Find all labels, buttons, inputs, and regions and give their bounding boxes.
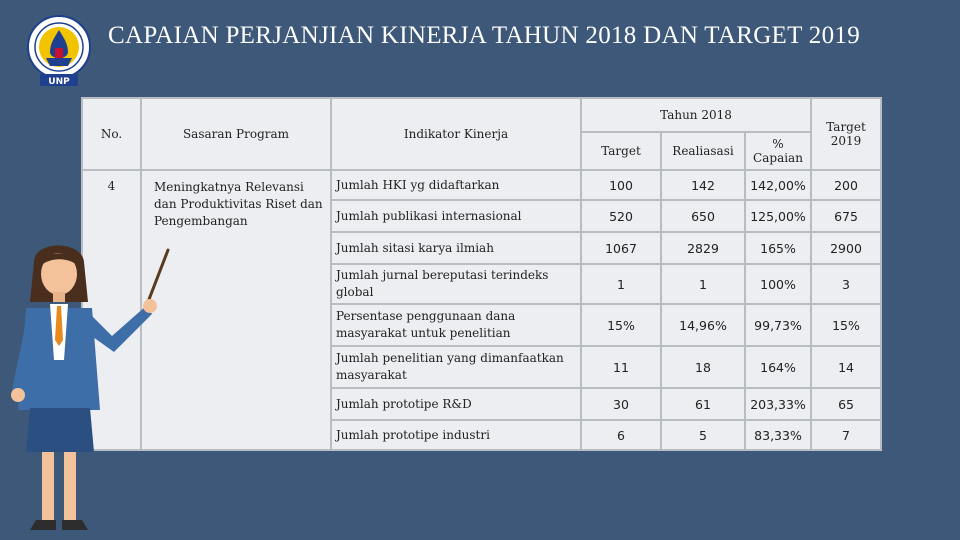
cell-capaian: 83,33% [743, 419, 813, 451]
cell-indikator: Jumlah prototipe R&D [330, 387, 582, 421]
cell-target-2019: 675 [810, 199, 883, 233]
cell-capaian: 203,33% [743, 387, 813, 421]
header-capaian: % Capaian [743, 131, 813, 171]
cell-indikator: Jumlah publikasi internasional [330, 199, 582, 233]
header-sasaran: Sasaran Program [140, 97, 332, 171]
header-indikator: Indikator Kinerja [330, 97, 582, 171]
cell-capaian: 99,73% [743, 303, 813, 347]
cell-target-2019: 14 [810, 345, 883, 389]
cell-target-2019: 65 [810, 387, 883, 421]
cell-target: 1 [580, 263, 662, 305]
cell-target: 6 [580, 419, 662, 451]
cell-indikator: Jumlah penelitian yang dimanfaatkan masy… [330, 345, 582, 389]
header-target-2019: Target 2019 [810, 97, 883, 171]
cell-capaian: 164% [743, 345, 813, 389]
cell-realisasi: 18 [660, 345, 746, 389]
header-realiasasi: Realiasasi [660, 131, 746, 171]
cell-target: 30 [580, 387, 662, 421]
header-no: No. [81, 97, 142, 171]
cell-indikator: Jumlah HKI yg didaftarkan [330, 169, 582, 201]
cell-sasaran: Meningkatnya Relevansi dan Produktivitas… [140, 169, 332, 451]
table-row: Jumlah publikasi internasional 520 650 125,… [82, 199, 883, 233]
cell-target: 1067 [580, 231, 662, 265]
header-target: Target [580, 131, 662, 171]
cell-target-2019: 7 [810, 419, 883, 451]
cell-target-2019: 200 [810, 169, 883, 201]
presenter-illustration [11, 245, 170, 530]
page-title: CAPAIAN PERJANJIAN KINERJA TAHUN 2018 DA… [108, 22, 860, 49]
cell-realisasi: 142 [660, 169, 746, 201]
table-row: Jumlah jurnal bereputasi terindeks globa… [82, 263, 883, 305]
cell-target-2019: 15% [810, 303, 883, 347]
table-row: Persentase penggunaan dana masyarakat un… [82, 303, 883, 347]
cell-target: 100 [580, 169, 662, 201]
table-row: Jumlah prototipe industri 6 5 83,33% 7 [82, 419, 883, 451]
cell-capaian: 125,00% [743, 199, 813, 233]
header-tahun-2018: Tahun 2018 [579, 97, 813, 133]
cell-target-2019: 3 [810, 263, 883, 305]
cell-indikator: Persentase penggunaan dana masyarakat un… [330, 303, 582, 347]
cell-realisasi: 61 [660, 387, 746, 421]
cell-capaian: 165% [743, 231, 813, 265]
cell-indikator: Jumlah prototipe industri [330, 419, 582, 451]
cell-target-2019: 2900 [810, 231, 883, 265]
cell-target: 11 [580, 345, 662, 389]
table-row: Jumlah sitasi karya ilmiah 1067 2829 165% 29… [82, 231, 883, 265]
cell-indikator: Jumlah sitasi karya ilmiah [330, 231, 582, 265]
table-row: Jumlah penelitian yang dimanfaatkan masy… [82, 345, 883, 389]
cell-target: 520 [580, 199, 662, 233]
logo-short-text: UNP [48, 77, 70, 87]
cell-capaian: 100% [743, 263, 813, 305]
cell-realisasi: 5 [660, 419, 746, 451]
table-row: 4 Meningkatnya Relevansi dan Produktivita… [81, 169, 883, 451]
cell-realisasi: 650 [660, 199, 746, 233]
cell-realisasi: 1 [660, 263, 746, 305]
table-row: Jumlah prototipe R&D 30 61 203,33% 65 [82, 387, 883, 421]
cell-capaian: 142,00% [743, 169, 813, 201]
performance-table: No. Sasaran Program Indikator Kinerja Ta… [81, 97, 883, 451]
university-logo: UNP [27, 15, 91, 87]
cell-target: 15% [580, 303, 662, 347]
cell-realisasi: 2829 [660, 231, 746, 265]
cell-indikator: Jumlah jurnal bereputasi terindeks globa… [330, 263, 582, 305]
cell-realisasi: 14,96% [660, 303, 746, 347]
